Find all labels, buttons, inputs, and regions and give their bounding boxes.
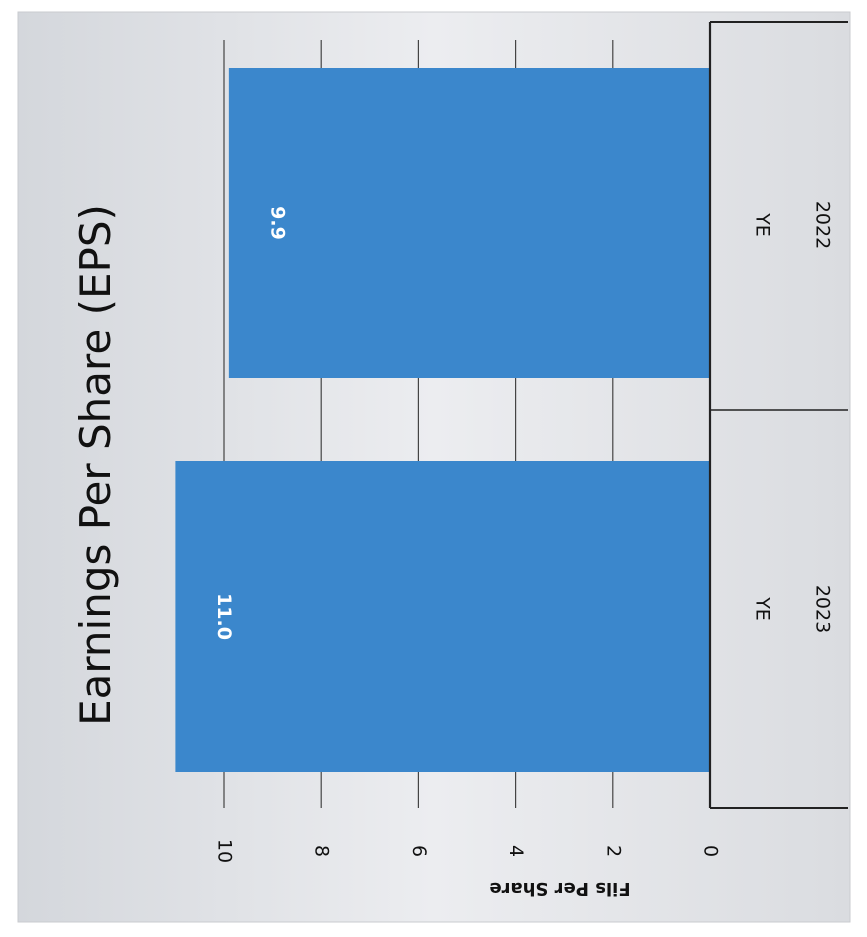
chart-title: Earnings Per Share (EPS) (71, 204, 120, 726)
bars: 11.0 9.9 (175, 68, 711, 772)
y-axis-title: Fils Per Share (489, 878, 630, 899)
category-label: YE (752, 596, 774, 621)
y-tick-label: 4 (505, 845, 527, 857)
bar (175, 461, 710, 772)
category-sublabel: 2023 (812, 585, 834, 633)
y-tick-label: 2 (602, 845, 624, 857)
y-tick-label: 8 (311, 845, 333, 857)
category-sublabel: 2022 (812, 201, 834, 249)
y-tick-label: 6 (408, 845, 430, 857)
axes (708, 21, 848, 809)
bar (228, 68, 711, 378)
data-label: 9.9 (266, 206, 288, 240)
data-label: 11.0 (213, 593, 235, 640)
y-tick-label: 10 (214, 839, 236, 863)
tick-labels: YE 2023 YE 2022 0 2 4 6 8 10 (214, 201, 834, 863)
y-tick-label: 0 (700, 845, 722, 857)
category-label: YE (752, 212, 774, 237)
